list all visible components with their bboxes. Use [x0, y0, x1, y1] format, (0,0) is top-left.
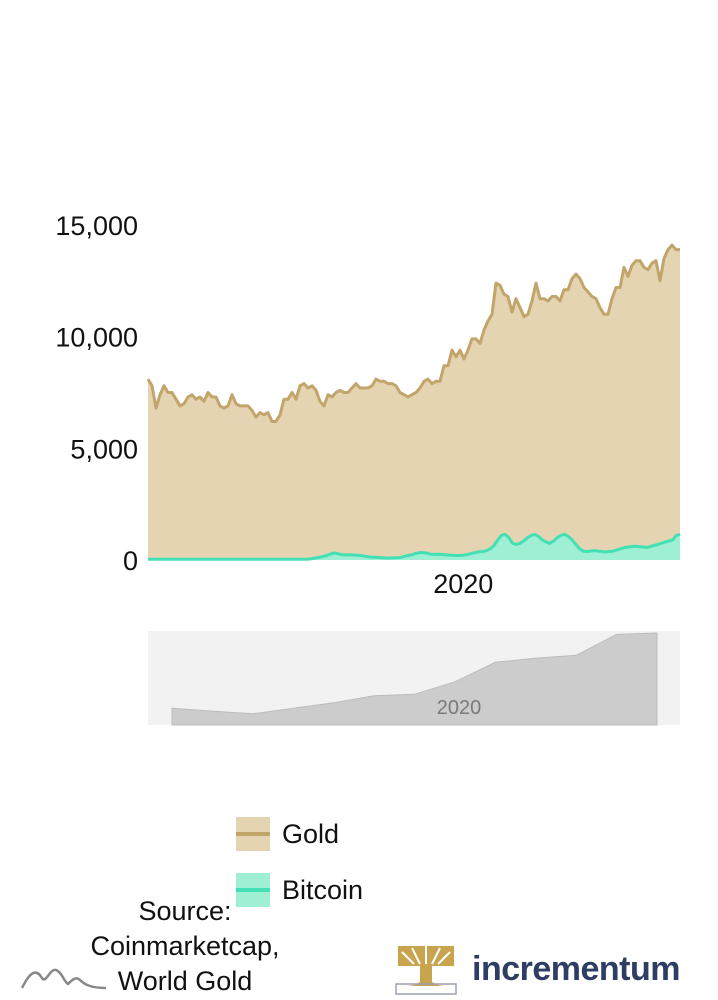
y-tick-label: 10,000	[55, 323, 138, 353]
source-note: Source: Coinmarketcap, World Gold	[90, 896, 280, 996]
y-tick-label: 15,000	[55, 211, 138, 241]
bitcoin-swatch-icon	[236, 873, 270, 907]
y-tick-label: 5,000	[70, 434, 138, 464]
gold-area	[148, 245, 680, 560]
bitcoin-area	[148, 534, 680, 560]
x-axis: 2020	[433, 569, 493, 599]
range-navigator[interactable]: 2020	[148, 631, 680, 726]
incrementum-tree-icon	[395, 946, 457, 995]
y-axis: 0 5,000 10,000 15,000	[55, 211, 138, 576]
plot-area	[146, 243, 681, 561]
y-tick-label: 0	[123, 546, 138, 576]
brand-name: incrementum	[472, 950, 681, 988]
mountain-logo-icon	[20, 968, 107, 990]
gold-line	[146, 243, 680, 423]
x-tick-label: 2020	[433, 569, 493, 599]
legend-item-gold[interactable]: Gold	[236, 816, 363, 852]
navigator-tick-label: 2020	[437, 697, 482, 719]
legend-item-bitcoin[interactable]: Bitcoin	[236, 872, 363, 908]
legend-label-bitcoin: Bitcoin	[282, 874, 364, 905]
legend-label-gold: Gold	[282, 818, 340, 849]
legend: Gold Bitcoin	[236, 816, 363, 928]
gold-swatch-icon	[236, 817, 270, 851]
bitcoin-line	[148, 532, 681, 561]
navigator-area	[171, 632, 658, 726]
